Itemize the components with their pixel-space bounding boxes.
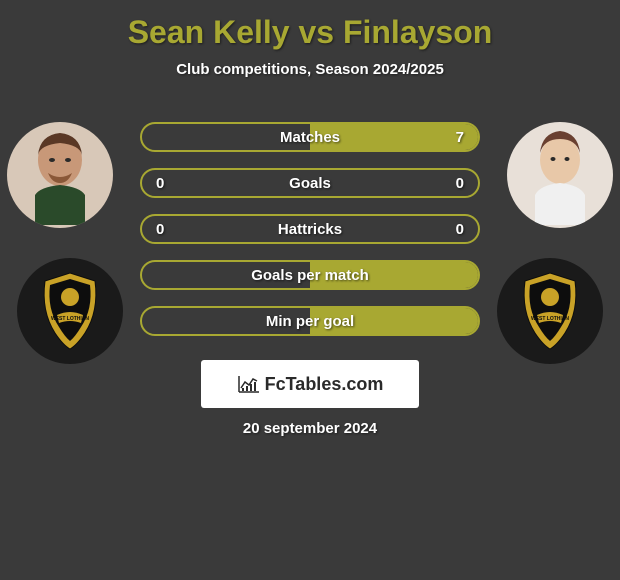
stat-row-min-per-goal: Min per goal — [140, 306, 480, 336]
club-badge-right: WEST LOTHIAN — [497, 258, 603, 364]
stat-row-goals: 0 Goals 0 — [140, 168, 480, 198]
page-title: Sean Kelly vs Finlayson — [0, 0, 620, 51]
stat-label: Min per goal — [266, 313, 354, 330]
stat-value-left: 0 — [156, 221, 164, 238]
stats-container: Matches 7 0 Goals 0 0 Hattricks 0 Goals … — [140, 122, 480, 352]
club-crest-icon: WEST LOTHIAN — [35, 271, 105, 351]
stat-label: Goals — [289, 175, 331, 192]
stat-value-right: 0 — [456, 175, 464, 192]
svg-text:WEST LOTHIAN: WEST LOTHIAN — [531, 316, 569, 322]
stat-label: Hattricks — [278, 221, 342, 238]
person-silhouette-icon — [520, 125, 600, 225]
stat-value-right: 7 — [456, 129, 464, 146]
player-avatar-right — [507, 122, 613, 228]
subtitle: Club competitions, Season 2024/2025 — [0, 61, 620, 78]
svg-text:WEST LOTHIAN: WEST LOTHIAN — [51, 316, 89, 322]
club-badge-left: WEST LOTHIAN — [17, 258, 123, 364]
stat-row-hattricks: 0 Hattricks 0 — [140, 214, 480, 244]
stat-row-goals-per-match: Goals per match — [140, 260, 480, 290]
logo-text: FcTables.com — [265, 374, 384, 395]
logo-box: FcTables.com — [201, 360, 419, 408]
chart-icon — [237, 374, 261, 394]
stat-label: Matches — [280, 129, 340, 146]
stat-label: Goals per match — [251, 267, 369, 284]
stat-row-matches: Matches 7 — [140, 122, 480, 152]
club-crest-icon: WEST LOTHIAN — [515, 271, 585, 351]
player-avatar-left — [7, 122, 113, 228]
person-silhouette-icon — [20, 125, 100, 225]
stat-value-right: 0 — [456, 221, 464, 238]
stat-value-left: 0 — [156, 175, 164, 192]
date-text: 20 september 2024 — [243, 420, 377, 437]
